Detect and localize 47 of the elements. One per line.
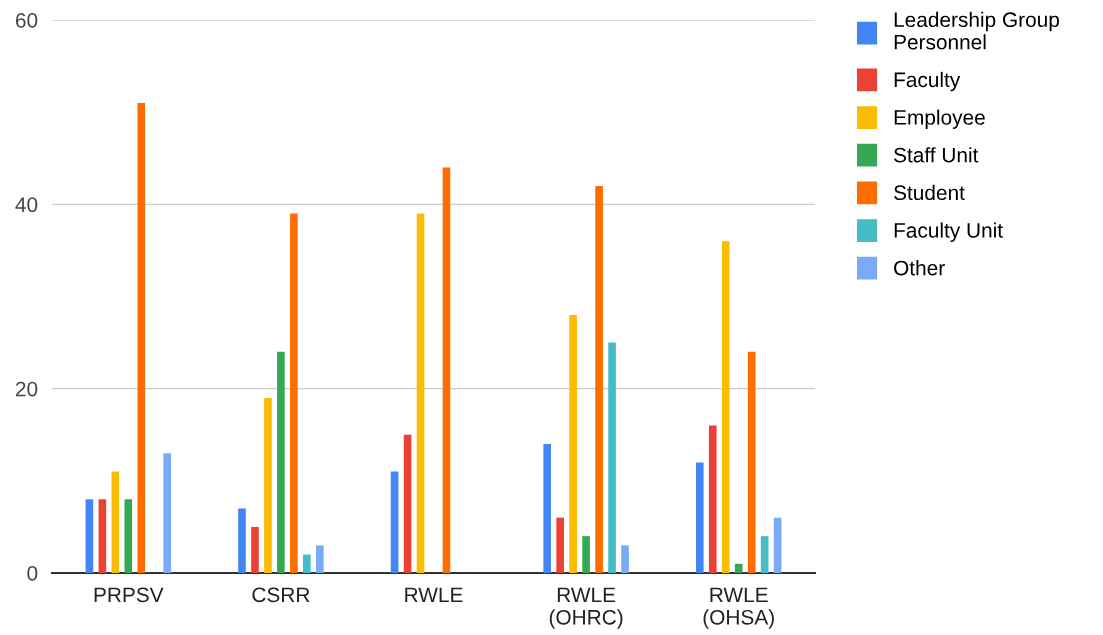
bar xyxy=(543,443,551,573)
legend-label: Other xyxy=(894,260,945,276)
bar xyxy=(595,185,603,573)
x-tick-label: PRPSV xyxy=(94,587,164,603)
legend-label: Faculty Unit xyxy=(894,222,1003,242)
bar xyxy=(390,471,399,573)
x-tick-label: CSRR xyxy=(252,587,310,603)
x-tick-label: RWLE xyxy=(405,587,463,602)
bar xyxy=(277,351,285,573)
bar xyxy=(137,102,146,573)
bar xyxy=(734,563,743,573)
legend-label: Student xyxy=(894,184,965,201)
bar xyxy=(582,536,590,573)
bar xyxy=(251,526,259,573)
bar xyxy=(773,517,782,573)
bar xyxy=(111,471,120,573)
y-tick-label: 40 xyxy=(15,197,38,213)
bar xyxy=(85,499,94,573)
bar xyxy=(303,554,311,573)
legend-label: Faculty xyxy=(894,71,961,92)
bar xyxy=(621,545,629,573)
x-tick-label: RWLE (OHSA) xyxy=(703,587,774,629)
bar xyxy=(403,434,412,573)
bar xyxy=(264,397,272,573)
bar xyxy=(608,342,616,573)
bar xyxy=(416,213,425,573)
bar xyxy=(124,499,133,573)
bar xyxy=(708,425,717,573)
bar xyxy=(695,462,704,573)
x-tick-label: RWLE (OHRC) xyxy=(549,587,623,629)
y-tick-label: 60 xyxy=(16,13,38,28)
bar xyxy=(442,167,451,573)
legend-label: Leadership Group Personnel xyxy=(894,11,1059,50)
y-tick-label: 20 xyxy=(15,381,38,397)
bar xyxy=(316,545,324,573)
bar xyxy=(760,536,769,573)
bar xyxy=(721,241,730,573)
bar xyxy=(290,213,298,573)
bar xyxy=(556,517,564,573)
bar xyxy=(98,499,107,573)
legend-label: Employee xyxy=(894,109,985,129)
bar xyxy=(747,351,756,573)
legend-label: Staff Unit xyxy=(894,147,979,163)
bar xyxy=(569,314,577,573)
y-tick-label: 0 xyxy=(27,566,38,581)
bar xyxy=(238,508,246,573)
bar xyxy=(163,453,172,573)
